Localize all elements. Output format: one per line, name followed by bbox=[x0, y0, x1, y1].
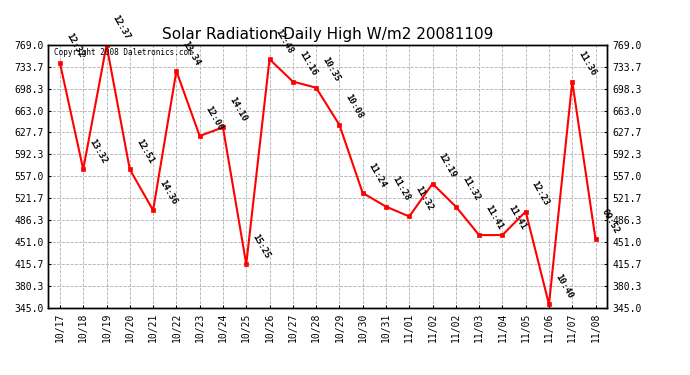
Text: 12:51: 12:51 bbox=[134, 138, 155, 165]
Text: 12:23: 12:23 bbox=[530, 180, 551, 207]
Text: 11:16: 11:16 bbox=[297, 50, 318, 77]
Text: 10:08: 10:08 bbox=[344, 93, 365, 121]
Text: 11:36: 11:36 bbox=[576, 50, 598, 77]
Text: 14:36: 14:36 bbox=[157, 178, 179, 206]
Text: 13:32: 13:32 bbox=[88, 138, 108, 165]
Text: 13:34: 13:34 bbox=[181, 39, 201, 67]
Text: 09:52: 09:52 bbox=[600, 207, 621, 235]
Text: 11:28: 11:28 bbox=[390, 175, 411, 202]
Text: 12:32: 12:32 bbox=[64, 31, 86, 59]
Title: Solar Radiation Daily High W/m2 20081109: Solar Radiation Daily High W/m2 20081109 bbox=[162, 27, 493, 42]
Text: 12:00: 12:00 bbox=[204, 104, 225, 132]
Text: 10:35: 10:35 bbox=[320, 56, 342, 84]
Text: 11:32: 11:32 bbox=[460, 175, 481, 202]
Text: 12:48: 12:48 bbox=[274, 27, 295, 55]
Text: 14:10: 14:10 bbox=[227, 95, 248, 123]
Text: 11:24: 11:24 bbox=[367, 161, 388, 189]
Text: 11:41: 11:41 bbox=[506, 203, 528, 231]
Text: 12:19: 12:19 bbox=[437, 152, 458, 180]
Text: 11:41: 11:41 bbox=[483, 203, 504, 231]
Text: Copyright 2008 Daletronics.com: Copyright 2008 Daletronics.com bbox=[54, 48, 193, 57]
Text: 11:32: 11:32 bbox=[413, 184, 435, 212]
Text: 10:40: 10:40 bbox=[553, 273, 574, 300]
Text: 15:25: 15:25 bbox=[250, 232, 272, 260]
Text: 12:37: 12:37 bbox=[110, 13, 132, 41]
